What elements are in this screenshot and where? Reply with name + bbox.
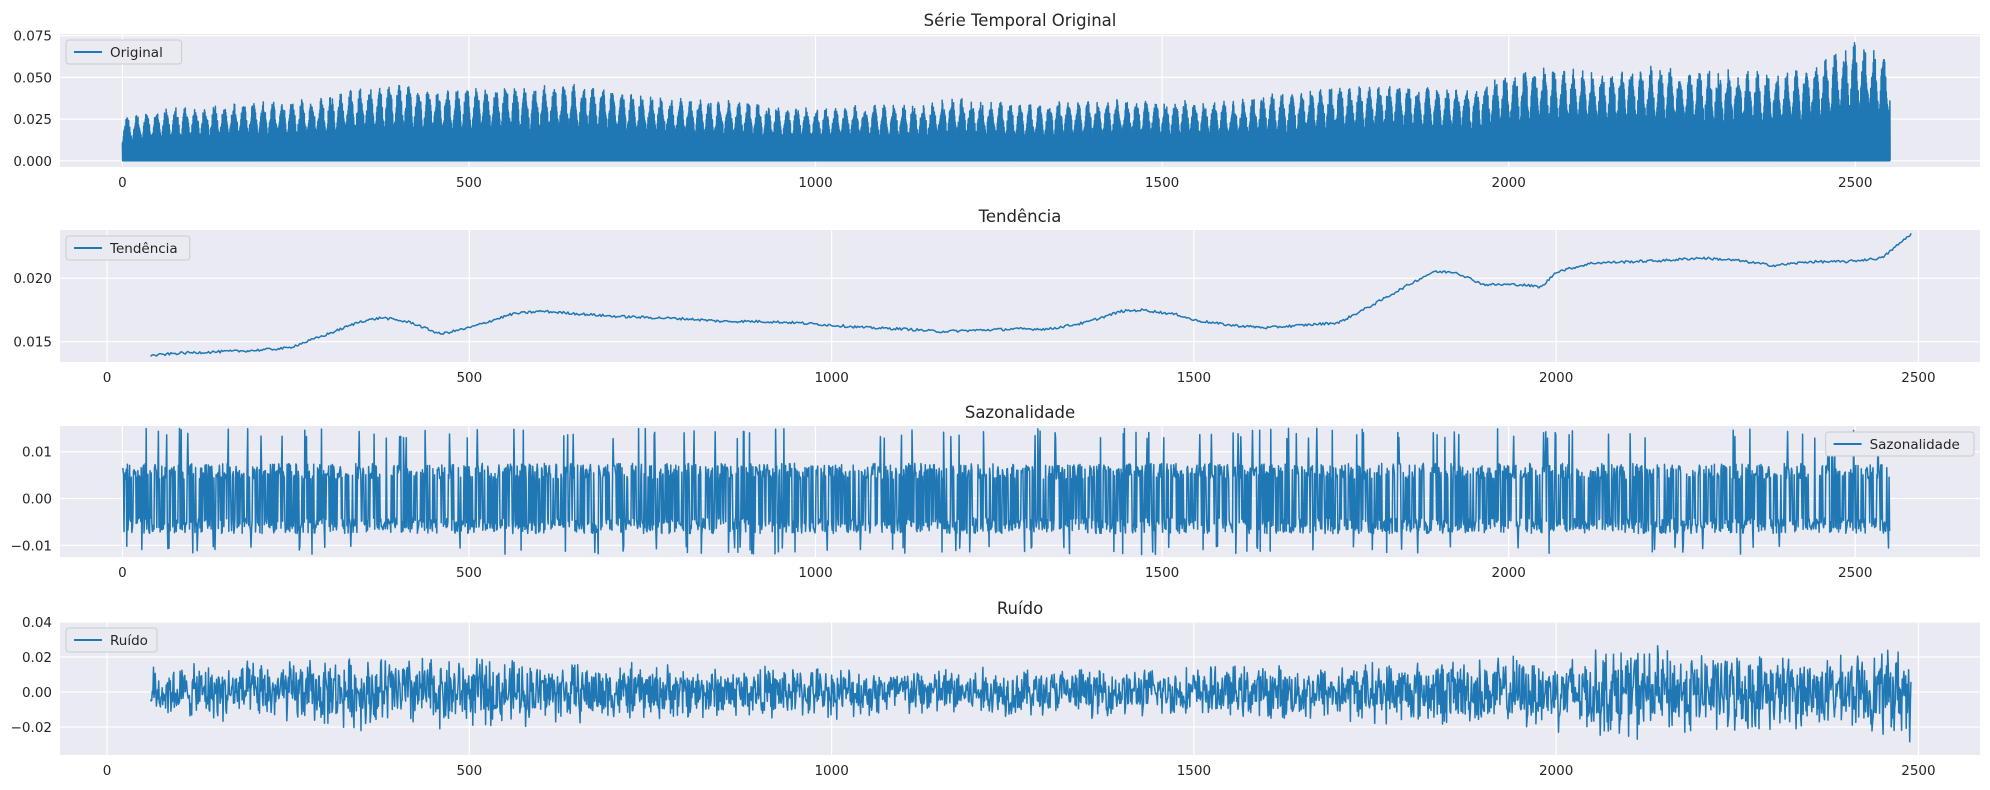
residual-series-line <box>149 645 1912 743</box>
seasonal-ytick-label: 0.01 <box>22 445 52 461</box>
original-title: Série Temporal Original <box>924 11 1117 30</box>
seasonal-ytick-label: −0.01 <box>11 538 52 554</box>
original-legend-box <box>65 39 183 65</box>
original-ytick-label: 0.000 <box>13 154 52 170</box>
seasonal-panel: 0 500 1000 1500 2000 2500 −0.01 0.00 0.01 Sazonal… <box>11 403 1980 581</box>
seasonal-xtick-label: 2500 <box>1838 565 1872 581</box>
original-legend-label: Original <box>110 45 163 61</box>
seasonal-xtick-label: 2000 <box>1491 565 1525 581</box>
residual-legend-box <box>65 627 158 653</box>
trend-xtick-label: 2000 <box>1539 370 1573 386</box>
trend-xtick-label: 1000 <box>814 370 848 386</box>
residual-xtick-label: 2500 <box>1901 763 1935 779</box>
seasonal-xtick-label: 0 <box>118 565 127 581</box>
seasonal-xtick-label: 1500 <box>1145 565 1179 581</box>
residual-xtick-label: 500 <box>456 763 482 779</box>
trend-xtick-label: 2500 <box>1901 370 1935 386</box>
trend-plot-area <box>60 230 1980 362</box>
original-xtick-label: 0 <box>118 175 127 191</box>
seasonal-legend-box <box>1825 431 1975 457</box>
trend-xtick-label: 1500 <box>1177 370 1211 386</box>
original-ytick-label: 0.075 <box>13 29 52 45</box>
original-series-line <box>121 41 1891 162</box>
seasonal-legend: Sazonalidade <box>1825 431 1975 457</box>
trend-series-line <box>150 232 1912 357</box>
trend-legend-label: Tendência <box>109 241 178 257</box>
residual-ytick-label: 0.04 <box>22 615 52 631</box>
trend-legend-box <box>65 235 191 261</box>
original-ytick-label: 0.025 <box>13 112 52 128</box>
residual-xtick-label: 1500 <box>1177 763 1211 779</box>
seasonal-grid <box>60 426 1980 557</box>
original-xtick-label: 500 <box>456 175 482 191</box>
seasonal-xtick-label: 1000 <box>798 565 832 581</box>
residual-ytick-label: 0.00 <box>22 685 52 701</box>
trend-legend: Tendência <box>65 235 191 261</box>
residual-legend: Ruído <box>65 627 158 653</box>
original-legend: Original <box>65 39 183 65</box>
trend-xtick-label: 500 <box>456 370 482 386</box>
seasonal-series-line <box>121 427 1891 556</box>
trend-ytick-label: 0.015 <box>13 335 52 351</box>
residual-panel: 0 500 1000 1500 2000 2500 −0.02 0.00 0.02 0.04 Ruí… <box>11 599 1980 779</box>
seasonal-title: Sazonalidade <box>965 403 1075 422</box>
original-xtick-label: 1500 <box>1145 175 1179 191</box>
residual-title: Ruído <box>997 599 1043 618</box>
residual-xtick-label: 1000 <box>814 763 848 779</box>
trend-panel: 0 500 1000 1500 2000 2500 0.015 0.020 Tendência T… <box>13 207 1980 386</box>
residual-xtick-label: 2000 <box>1539 763 1573 779</box>
original-ytick-label: 0.050 <box>13 70 52 86</box>
residual-ytick-label: −0.02 <box>11 720 52 736</box>
residual-xtick-label: 0 <box>103 763 112 779</box>
original-panel: 0 500 1000 1500 2000 2500 0.000 0.025 0.050 0.075… <box>13 11 1980 191</box>
original-xtick-label: 1000 <box>798 175 832 191</box>
trend-title: Tendência <box>978 207 1062 226</box>
trend-ytick-label: 0.020 <box>13 271 52 287</box>
original-xtick-label: 2000 <box>1491 175 1525 191</box>
trend-grid <box>60 230 1980 362</box>
trend-xtick-label: 0 <box>103 370 112 386</box>
residual-ytick-label: 0.02 <box>22 650 52 666</box>
seasonal-legend-label: Sazonalidade <box>1870 437 1960 453</box>
seasonal-ytick-label: 0.00 <box>22 492 52 508</box>
original-xtick-label: 2500 <box>1838 175 1872 191</box>
seasonal-xtick-label: 500 <box>456 565 482 581</box>
residual-legend-label: Ruído <box>110 633 148 649</box>
